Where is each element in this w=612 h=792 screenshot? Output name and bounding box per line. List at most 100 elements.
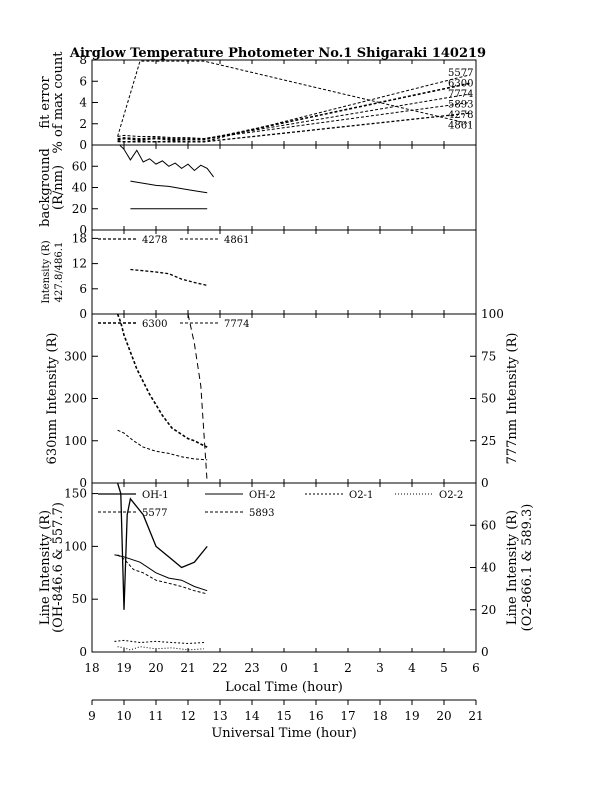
y-tick-label: 12 — [72, 257, 87, 271]
y-right-axis-label: (O2-866.1 & 589.3) — [520, 504, 535, 632]
series-group — [116, 314, 208, 483]
series-label: 7774 — [448, 89, 473, 100]
series-line-7774 — [117, 93, 470, 140]
y-tick-label: 8 — [79, 53, 87, 67]
y-right-tick-label: 60 — [481, 518, 496, 532]
y-tick-label: 0 — [79, 138, 87, 152]
x-tick-label-local: 20 — [148, 661, 163, 675]
y-tick-label: 50 — [72, 592, 87, 606]
y-axis-label: Line Intensity (R) — [38, 510, 53, 625]
y-tick-label: 6 — [79, 282, 87, 296]
y-axis-label: 427.8/486.1 — [54, 242, 65, 303]
legend-label: OH-1 — [142, 490, 169, 501]
y-right-tick-label: 100 — [481, 307, 504, 321]
x-tick-label-local: 2 — [344, 661, 352, 675]
y-axis-label: 630nm Intensity (R) — [45, 333, 60, 465]
series-line-4278 — [117, 112, 470, 143]
x-tick-label-universal: 10 — [116, 709, 131, 723]
y-tick-label: 4 — [79, 96, 87, 110]
panel-background: 0 20 40 60 background(R/nm) — [38, 144, 477, 237]
x-tick-label-local: 6 — [472, 661, 480, 675]
x-tick-label-local: 22 — [212, 661, 227, 675]
legend-label: OH-2 — [249, 490, 276, 501]
x-tick-label-universal: 9 — [88, 709, 96, 723]
series-line-O2-1 — [114, 639, 205, 645]
series-line-7774 — [117, 429, 208, 461]
series-line-5893 — [117, 102, 470, 140]
series-line-4861 — [117, 60, 470, 137]
legend-label: O2-1 — [349, 490, 373, 501]
series-line-4278 — [130, 268, 208, 287]
x-tick-label-universal: 21 — [468, 709, 483, 723]
series-group — [114, 483, 208, 651]
x-tick-label-universal: 13 — [212, 709, 227, 723]
series-line-7774-scaled — [187, 314, 208, 483]
legend-label: 5577 — [142, 508, 167, 519]
y-tick-label: 300 — [64, 349, 87, 363]
panel-frame — [91, 313, 477, 484]
x-tick-label-universal: 12 — [180, 709, 195, 723]
y-right-tick-label: 20 — [481, 603, 496, 617]
x-tick-label-local: 1 — [312, 661, 320, 675]
x-tick-label-universal: 17 — [340, 709, 355, 723]
series-line-6300 — [117, 82, 470, 141]
panel-intensity-6300-7774: 0 100 200 300 0 25 50 75 100 630nm Intensity (R) 7… — [45, 307, 520, 490]
x-tick-label-local: 23 — [244, 661, 259, 675]
y-right-tick-label: 50 — [481, 392, 496, 406]
x-tick-label-local: 0 — [280, 661, 288, 675]
panel-frame — [91, 59, 477, 146]
series-label: 5577 — [448, 68, 473, 79]
y-right-tick-label: 0 — [481, 476, 489, 490]
series-line-OH-2 — [114, 554, 208, 592]
x-tick-label-universal: 19 — [404, 709, 419, 723]
series-label: 6300 — [448, 79, 473, 90]
x-tick-label-local: 18 — [84, 661, 99, 675]
y-right-tick-label: 0 — [481, 645, 489, 659]
x-tick-label-local: 21 — [180, 661, 195, 675]
y-tick-label: 0 — [79, 645, 87, 659]
x-axis-label-universal: Universal Time (hour) — [211, 726, 356, 741]
series-label: 5893 — [448, 100, 473, 111]
y-tick-label: 0 — [79, 476, 87, 490]
series-line-unnamed — [118, 145, 214, 178]
chart-title: Airglow Temperature Photometer No.1 Shig… — [69, 46, 486, 61]
x-tick-label-universal: 14 — [244, 709, 260, 723]
series-group — [118, 145, 214, 210]
x-tick-label-universal: 11 — [148, 709, 163, 723]
series-line-6300 — [116, 314, 208, 448]
y-tick-label: 0 — [79, 223, 87, 237]
legend-label: 4278 — [142, 235, 167, 246]
y-tick-label: 200 — [64, 392, 87, 406]
y-axis-label: background — [38, 148, 53, 227]
x-tick-label-local: 5 — [440, 661, 448, 675]
x-axis-label-local: Local Time (hour) — [225, 680, 343, 695]
legend-label: 4861 — [224, 235, 249, 246]
y-axis-label: % of max count — [51, 51, 66, 154]
y-tick-label: 150 — [64, 487, 87, 501]
y-tick-label: 20 — [72, 202, 87, 216]
y-right-tick-label: 40 — [481, 561, 496, 575]
y-tick-label: 60 — [72, 159, 87, 173]
y-right-tick-label: 25 — [481, 434, 496, 448]
legend-label: 6300 — [142, 319, 167, 330]
series-line-O2-2 — [117, 646, 205, 651]
panel-fit-error: 0 2 4 6 8 fit error% of max count 557763007774… — [38, 51, 477, 154]
x-tick-label-universal: 15 — [276, 709, 291, 723]
y-right-axis-label: Line Intensity (R) — [505, 510, 520, 625]
series-group — [130, 268, 208, 287]
series-label: 4861 — [448, 121, 473, 132]
x-tick-label-universal: 18 — [372, 709, 387, 723]
x-tick-label-universal: 16 — [308, 709, 323, 723]
series-label: 4278 — [448, 110, 473, 121]
y-axis-label: (R/nm) — [51, 165, 66, 210]
legend-label: 7774 — [224, 319, 249, 330]
y-right-axis-label: 777nm Intensity (R) — [505, 333, 520, 465]
y-axis-label: fit error — [38, 76, 53, 129]
y-right-tick-label: 75 — [481, 349, 496, 363]
y-axis-label: (OH-846.6 & 557.7) — [51, 502, 66, 633]
y-tick-label: 40 — [72, 181, 87, 195]
panel-frame — [91, 144, 477, 231]
